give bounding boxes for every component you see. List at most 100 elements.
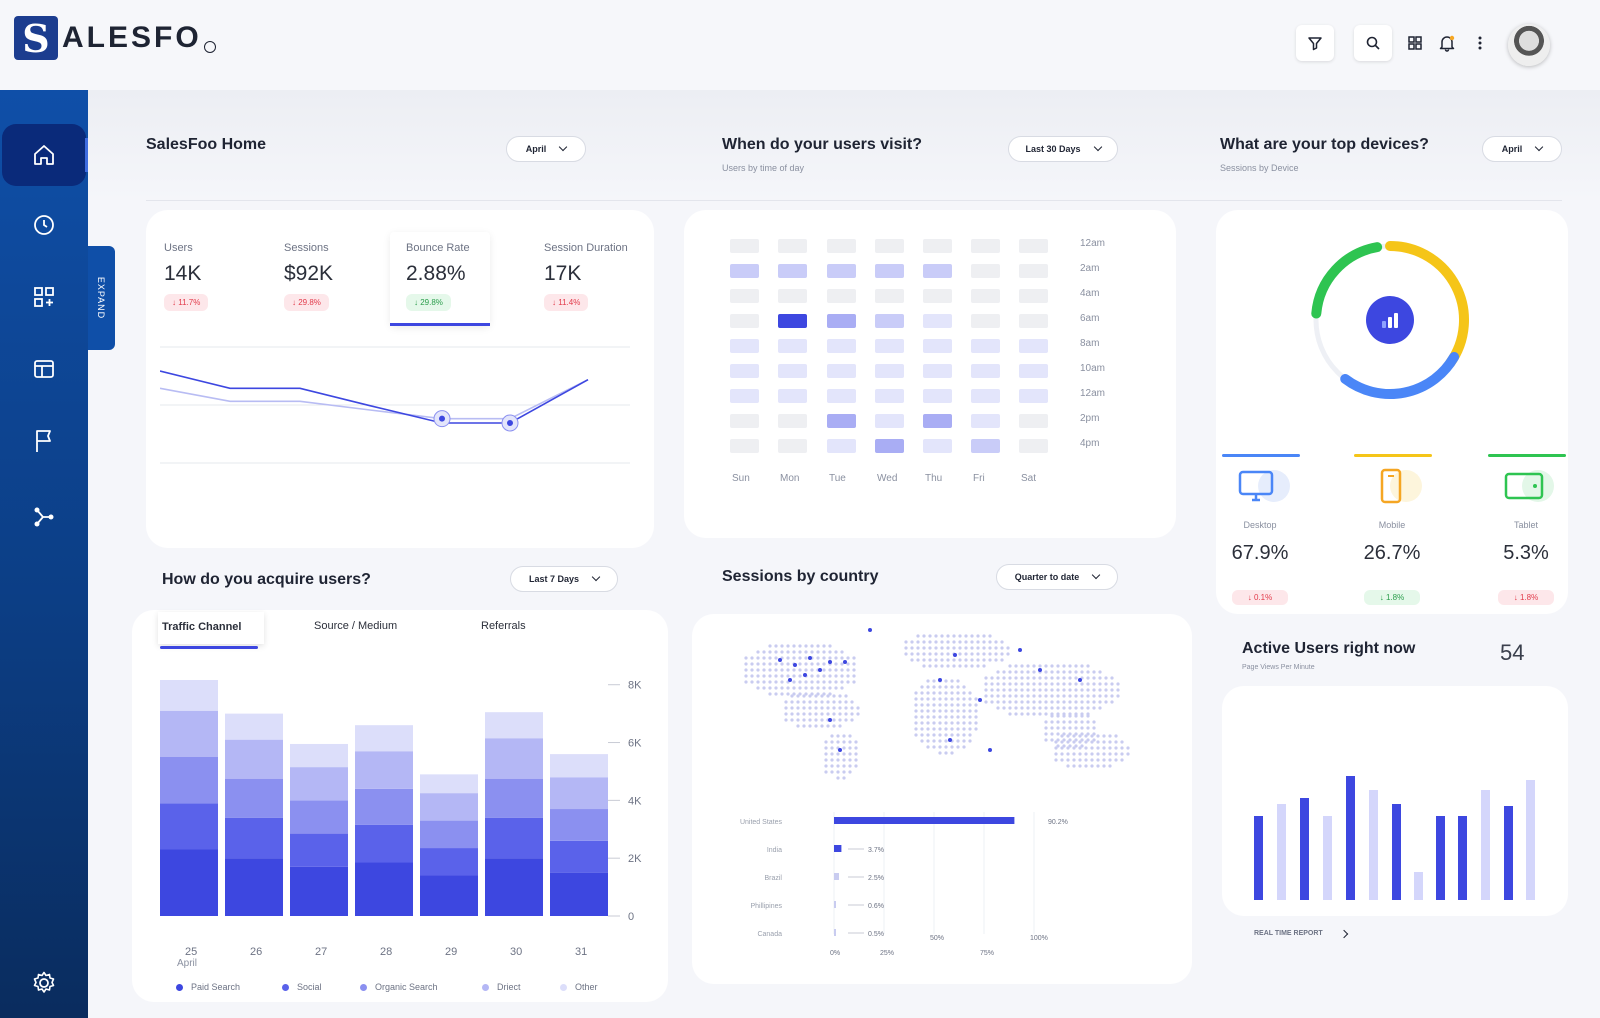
map-dot — [1008, 700, 1012, 704]
map-dot — [1062, 670, 1066, 674]
map-dot — [1104, 700, 1108, 704]
filter-button[interactable] — [1296, 25, 1334, 61]
map-dot — [792, 686, 796, 690]
map-dot — [840, 650, 844, 654]
sidebar-item-settings[interactable] — [0, 952, 88, 1014]
map-dot — [814, 724, 818, 728]
heatmap-cell — [778, 289, 807, 303]
sidebar-item-connections[interactable] — [0, 486, 88, 548]
mobile-label: Mobile — [1378, 520, 1406, 530]
map-dot — [762, 680, 766, 684]
metric-session-duration[interactable]: Session Duration 17K ↓ 11.4% — [544, 242, 628, 311]
more-menu-button[interactable] — [1467, 30, 1493, 56]
map-dot — [928, 634, 932, 638]
map-dot — [1072, 740, 1076, 744]
map-dot — [826, 706, 830, 710]
real-time-report-link[interactable]: REAL TIME REPORT — [1254, 929, 1348, 938]
sidebar-item-home[interactable] — [2, 124, 88, 186]
map-dot — [824, 764, 828, 768]
map-dot — [928, 640, 932, 644]
map-dot — [940, 664, 944, 668]
map-dot — [1044, 676, 1048, 680]
sidebar-item-goals[interactable] — [0, 410, 88, 472]
map-dot — [910, 646, 914, 650]
map-dot — [974, 721, 978, 725]
x-tick-label: 30 — [510, 946, 522, 958]
visit-range-dropdown[interactable]: Last 30 Days — [1008, 136, 1118, 162]
devices-subtitle: Sessions by Device — [1220, 163, 1299, 173]
map-dot — [832, 706, 836, 710]
map-dot — [1026, 694, 1030, 698]
map-dot — [944, 679, 948, 683]
map-dot — [1026, 664, 1030, 668]
map-dot — [790, 694, 794, 698]
expand-sidebar-button[interactable]: EXPAND — [88, 246, 115, 350]
metric-value: 2.88% — [406, 262, 466, 285]
notifications-button[interactable] — [1434, 30, 1460, 56]
heatmap-cell — [827, 314, 856, 328]
map-dot — [1000, 640, 1004, 644]
map-dot — [1080, 744, 1084, 748]
stacked-bar-segment — [160, 756, 218, 804]
map-dot — [974, 703, 978, 707]
map-dot — [850, 700, 854, 704]
map-dot — [842, 770, 846, 774]
map-dot — [814, 694, 818, 698]
map-dot — [1102, 758, 1106, 762]
map-dot — [1056, 720, 1060, 724]
map-dot — [830, 746, 834, 750]
map-dot — [830, 764, 834, 768]
sidebar-item-history[interactable] — [0, 194, 88, 256]
desktop-change-badge: ↓ 0.1% — [1232, 590, 1288, 605]
country-label: Phillipines — [750, 903, 782, 910]
map-dot — [1068, 670, 1072, 674]
page-view-bar — [1346, 776, 1355, 900]
stacked-bar-segment — [485, 778, 543, 818]
line-series-2 — [160, 370, 589, 424]
metric-change-badge: ↓ 11.7% — [164, 294, 209, 311]
home-period-dropdown[interactable]: April — [506, 136, 586, 162]
devices-period-dropdown[interactable]: April — [1482, 136, 1562, 162]
map-dot — [950, 721, 954, 725]
app-logo[interactable]: S ALESFO — [14, 16, 216, 61]
apps-button[interactable] — [1402, 30, 1428, 56]
donut-slice-desktop — [1340, 352, 1460, 399]
tab-source-medium[interactable]: Source / Medium — [314, 620, 398, 632]
map-highlight-dot — [978, 698, 982, 702]
map-dot — [1086, 720, 1090, 724]
heatmap-cell — [1019, 439, 1048, 453]
map-dot — [1056, 744, 1060, 748]
metric-bounce-rate[interactable]: Bounce Rate 2.88% ↓ 29.8% — [406, 242, 470, 311]
map-dot — [844, 718, 848, 722]
map-dot — [1038, 688, 1042, 692]
search-button[interactable] — [1354, 25, 1392, 61]
map-dot — [1020, 706, 1024, 710]
map-highlight-dot — [938, 678, 942, 682]
user-avatar[interactable] — [1508, 24, 1550, 66]
map-dot — [914, 709, 918, 713]
map-dot — [1020, 664, 1024, 668]
heatmap-hour-label: 8am — [1080, 338, 1100, 349]
tab-referrals[interactable]: Referrals — [481, 620, 526, 632]
map-dot — [828, 668, 832, 672]
map-dot — [968, 691, 972, 695]
map-dot — [848, 734, 852, 738]
map-dot — [784, 712, 788, 716]
metric-sessions[interactable]: Sessions $92K ↓ 29.8% — [284, 242, 333, 311]
sidebar-item-dashboards[interactable] — [0, 266, 88, 328]
acquire-range-dropdown[interactable]: Last 7 Days — [510, 566, 618, 592]
map-dot — [1096, 734, 1100, 738]
metric-users[interactable]: Users 14K ↓ 11.7% — [164, 242, 209, 311]
sidebar-item-layouts[interactable] — [0, 338, 88, 400]
country-range-dropdown[interactable]: Quarter to date — [996, 564, 1118, 590]
heatmap-cell — [778, 314, 807, 328]
tab-traffic-channel[interactable]: Traffic Channel — [158, 612, 264, 644]
map-dot — [1020, 676, 1024, 680]
real-time-report-label: REAL TIME REPORT — [1254, 930, 1323, 937]
map-dot — [780, 668, 784, 672]
chevron-down-icon — [1093, 142, 1102, 152]
map-dot — [932, 727, 936, 731]
map-dot — [950, 691, 954, 695]
map-dot — [1098, 706, 1102, 710]
map-dot — [1014, 694, 1018, 698]
